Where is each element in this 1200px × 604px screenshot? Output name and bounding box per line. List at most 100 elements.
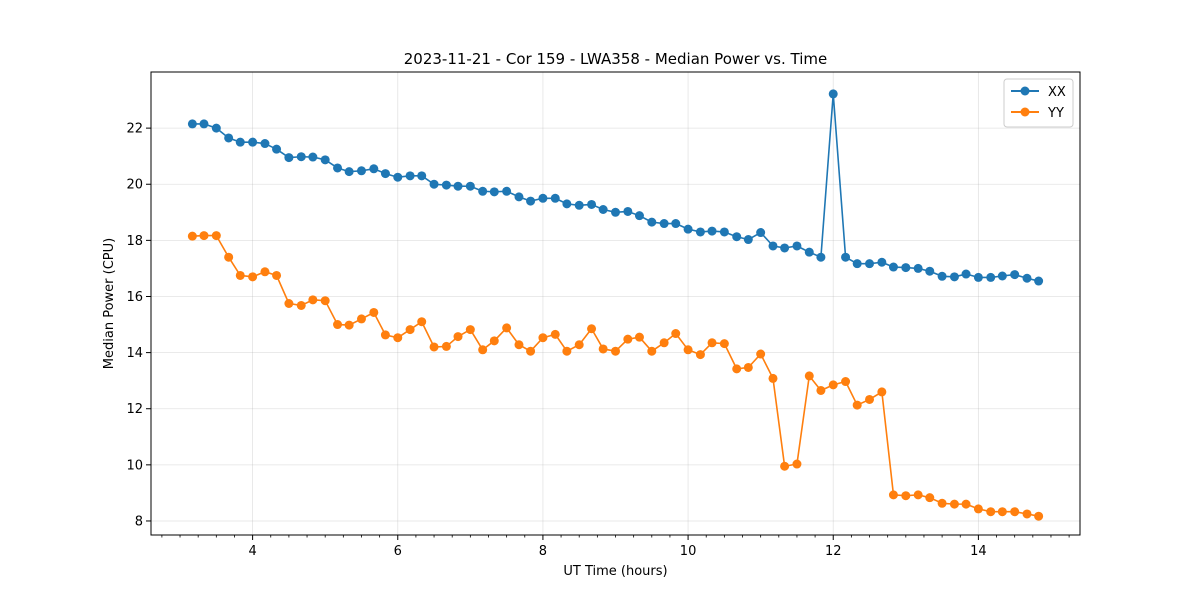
data-point-yy [465,325,475,335]
data-point-xx [393,172,403,182]
data-point-yy [792,459,802,469]
data-point-xx [671,219,681,229]
legend: XX YY [1003,78,1074,128]
data-point-yy [732,364,742,374]
data-point-yy [949,499,959,509]
data-point-xx [320,155,330,165]
data-point-xx [562,199,572,209]
data-point-yy [369,307,379,317]
x-axis-label: UT Time (hours) [563,564,667,579]
data-point-yy [634,332,644,342]
x-tick-label: 14 [970,544,987,559]
data-point-xx [865,259,875,269]
data-point-xx [248,137,258,147]
data-point-xx [695,227,705,237]
data-point-xx [756,228,766,238]
data-point-yy [756,349,766,359]
data-point-yy [1034,511,1044,521]
data-point-yy [623,334,633,344]
data-point-yy [973,504,983,514]
data-point-xx [634,211,644,221]
data-point-xx [526,196,536,206]
data-point-xx [683,224,693,234]
data-point-yy [478,345,488,355]
data-point-xx [333,163,343,173]
data-point-yy [320,296,330,306]
y-tick-label: 12 [126,402,143,417]
data-point-xx [417,171,427,181]
data-point-xx [224,133,234,143]
data-point-xx [707,226,717,236]
chart-title: 2023-11-21 - Cor 159 - LWA358 - Median P… [404,50,828,68]
x-tick-label: 8 [539,544,547,559]
y-tick-label: 10 [126,458,143,473]
data-point-xx [623,206,633,216]
data-point-xx [913,263,923,273]
data-point-yy [768,373,778,383]
data-point-xx [792,241,802,251]
data-point-xx [973,272,983,282]
data-point-xx [743,235,753,245]
data-point-yy [333,320,343,330]
data-point-xx [1022,273,1032,283]
data-point-xx [925,266,935,276]
data-point-yy [865,394,875,404]
data-point-yy [538,333,548,343]
data-point-yy [526,346,536,356]
data-point-yy [574,340,584,350]
data-point-xx [1034,276,1044,286]
data-point-xx [380,169,390,179]
data-point-yy [211,231,221,241]
y-tick-label: 18 [126,234,143,249]
data-point-xx [986,272,996,282]
data-point-xx [211,123,221,133]
data-point-yy [598,344,608,354]
data-point-xx [901,263,911,273]
data-point-yy [888,490,898,500]
data-point-yy [780,461,790,471]
data-point-yy [1022,509,1032,519]
x-tick-label: 6 [394,544,402,559]
data-point-yy [719,339,729,349]
x-tick-label: 10 [680,544,697,559]
data-point-yy [550,329,560,339]
y-tick-label: 16 [126,290,143,305]
data-point-yy [671,329,681,339]
data-point-yy [502,323,512,333]
data-point-xx [574,200,584,210]
data-point-xx [502,186,512,196]
legend-marker-xx [1020,86,1030,96]
data-point-xx [659,219,669,229]
data-point-yy [925,493,935,503]
data-point-yy [743,362,753,372]
x-tick-label: 4 [248,544,256,559]
y-axis-label: Median Power (CPU) [102,238,117,369]
legend-marker-yy [1020,107,1030,117]
data-point-xx [852,259,862,269]
data-point-xx [550,193,560,203]
data-point-yy [441,341,451,351]
data-point-xx [732,232,742,242]
data-point-yy [405,325,415,335]
data-point-yy [284,299,294,308]
data-point-yy [816,385,826,395]
y-tick-label: 14 [126,346,143,361]
data-point-yy [260,267,270,277]
data-point-yy [417,317,427,327]
data-point-yy [647,346,657,356]
data-point-xx [816,252,826,262]
data-point-xx [804,247,814,257]
data-point-yy [828,380,838,390]
data-point-yy [199,231,209,241]
tick-layer: 4 6 8 10 12 14 8 10 12 14 16 18 20 22 [126,122,1070,559]
data-point-yy [224,252,234,262]
data-point-yy [986,507,996,517]
data-point-yy [901,491,911,501]
data-point-yy [707,338,717,348]
data-point-xx [611,207,620,217]
data-point-xx [538,193,548,203]
data-point-xx [489,187,499,197]
